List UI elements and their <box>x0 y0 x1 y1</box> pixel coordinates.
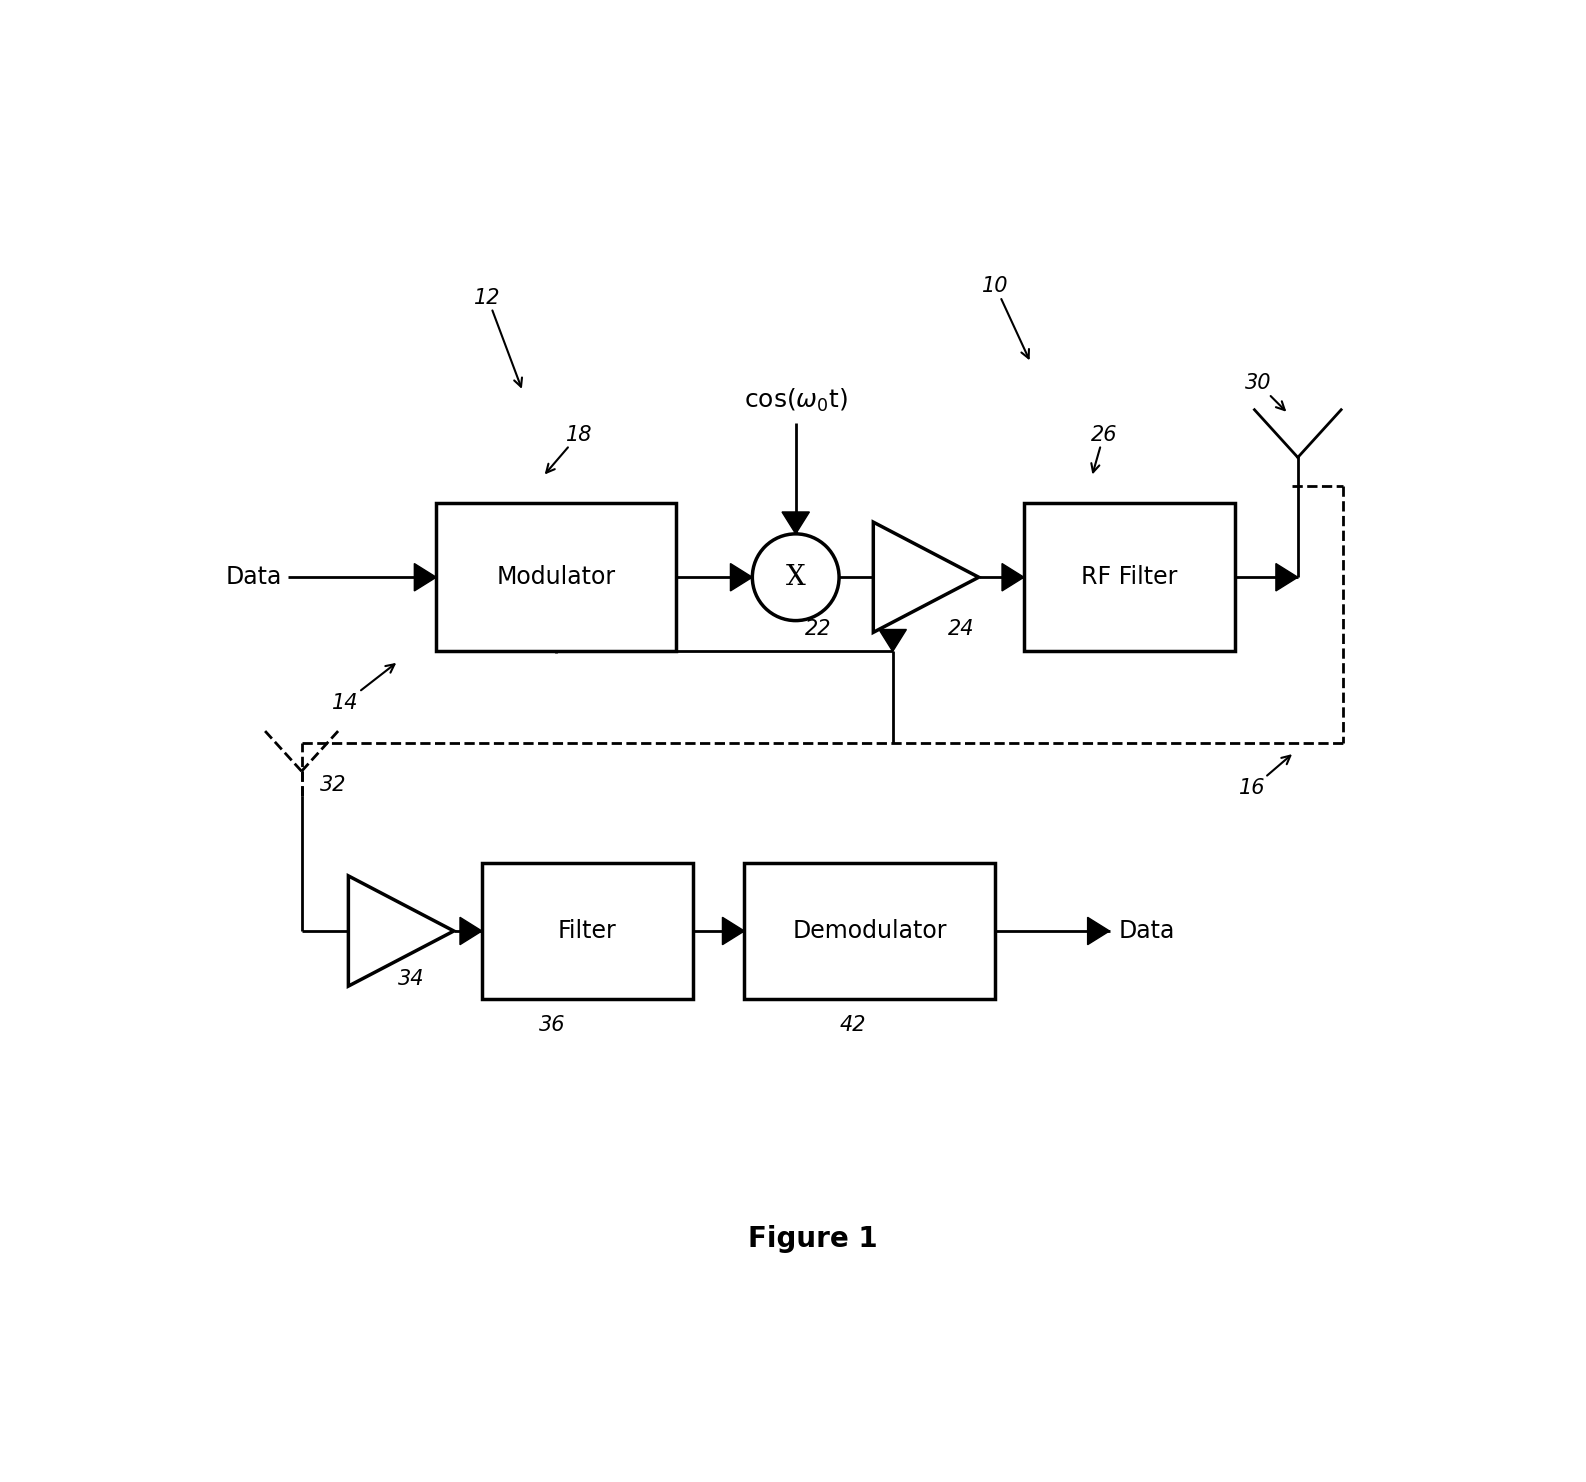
Text: 36: 36 <box>539 1015 566 1034</box>
Text: X: X <box>785 563 806 591</box>
Polygon shape <box>414 563 436 591</box>
Polygon shape <box>349 876 454 986</box>
Text: 10: 10 <box>982 276 1029 359</box>
Polygon shape <box>731 563 752 591</box>
Text: RF Filter: RF Filter <box>1082 565 1178 590</box>
Text: Data: Data <box>1118 919 1175 943</box>
Text: 34: 34 <box>398 969 425 988</box>
Text: 12: 12 <box>474 288 522 387</box>
Text: Data: Data <box>225 565 282 590</box>
Text: 16: 16 <box>1239 756 1291 799</box>
Polygon shape <box>782 511 809 534</box>
Text: Modulator: Modulator <box>496 565 615 590</box>
Polygon shape <box>1275 563 1297 591</box>
Polygon shape <box>723 917 744 944</box>
Text: 22: 22 <box>806 618 831 639</box>
FancyBboxPatch shape <box>436 502 676 652</box>
Text: Filter: Filter <box>558 919 617 943</box>
Text: Demodulator: Demodulator <box>793 919 947 943</box>
Text: 14: 14 <box>331 664 395 713</box>
Text: $\mathrm{cos}(\omega_0\mathrm{t})$: $\mathrm{cos}(\omega_0\mathrm{t})$ <box>744 387 847 413</box>
FancyBboxPatch shape <box>744 863 996 999</box>
FancyBboxPatch shape <box>482 863 693 999</box>
Text: 24: 24 <box>948 618 974 639</box>
Text: 32: 32 <box>320 775 346 794</box>
Text: 30: 30 <box>1245 373 1285 411</box>
Polygon shape <box>879 630 906 652</box>
Text: 26: 26 <box>1091 425 1117 473</box>
Text: 18: 18 <box>546 425 592 473</box>
Polygon shape <box>874 522 979 633</box>
Circle shape <box>752 534 839 621</box>
FancyBboxPatch shape <box>1025 502 1235 652</box>
Polygon shape <box>460 917 482 944</box>
Polygon shape <box>1088 917 1110 944</box>
Text: 42: 42 <box>839 1015 866 1034</box>
Text: Figure 1: Figure 1 <box>749 1226 877 1254</box>
Polygon shape <box>1002 563 1025 591</box>
